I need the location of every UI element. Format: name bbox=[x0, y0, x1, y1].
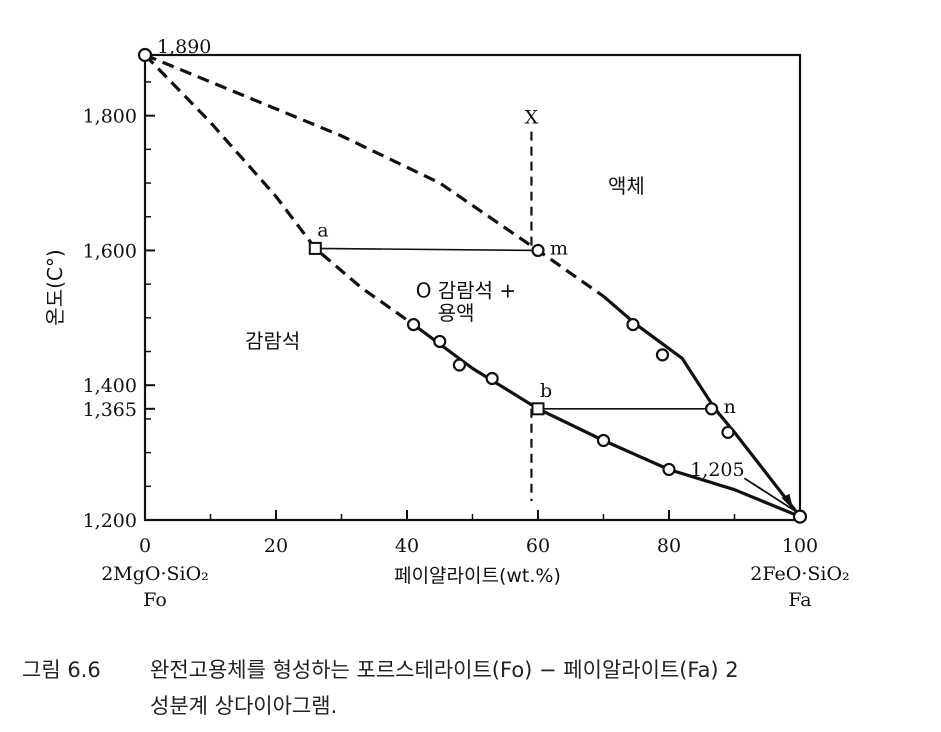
arrow-head bbox=[781, 493, 794, 510]
tie-line-right-label: n bbox=[724, 396, 736, 418]
tie-line-right-label: m bbox=[550, 237, 568, 259]
solidus-data-point bbox=[433, 334, 447, 349]
solidus-data-point bbox=[452, 358, 466, 372]
y-tick-label: 1,365 bbox=[83, 399, 137, 421]
solidus-data-point bbox=[662, 462, 676, 477]
y-tick-label: 1,600 bbox=[83, 240, 137, 262]
liquidus-data-point bbox=[531, 243, 545, 258]
x-tick-label: 100 bbox=[782, 535, 818, 557]
y-tick-label: 1,800 bbox=[83, 106, 137, 128]
x-tick-label: 20 bbox=[264, 535, 288, 557]
y-tick-label: 1,200 bbox=[83, 510, 137, 532]
solidus-data-point bbox=[596, 433, 611, 448]
y-axis-label: 온도(C°) bbox=[43, 249, 67, 325]
x-end-right-abbrev: Fa bbox=[788, 589, 811, 611]
y-tick-label: 1,400 bbox=[83, 375, 137, 397]
figure-caption: 그림 6.6 완전고용체를 형성하는 포르스테라이트(Fo) − 페이알라이트(F… bbox=[22, 652, 922, 724]
melting-point-label: 1,205 bbox=[690, 459, 744, 481]
caption-line-2: 성분계 상다이아그램. bbox=[150, 694, 338, 718]
tie-line-left-label: b bbox=[540, 380, 552, 402]
region-label-two-phase-2: 용액 bbox=[438, 301, 475, 325]
arrow-line bbox=[743, 477, 794, 511]
melting-point-label: 1,890 bbox=[157, 36, 211, 58]
solidus-solid-line bbox=[412, 323, 801, 519]
solidus-data-point bbox=[406, 317, 421, 332]
x-axis-label: 페이얄라이트(wt.%) bbox=[394, 565, 561, 587]
x-tick-label: 80 bbox=[657, 535, 681, 557]
liquidus-dashed-line bbox=[144, 53, 605, 298]
liquidus-data-point bbox=[655, 348, 670, 362]
tie-line-square-marker bbox=[308, 241, 322, 255]
x-tick-label: 0 bbox=[139, 535, 151, 557]
x-tick-label: 60 bbox=[526, 535, 550, 557]
region-label-liquid: 액체 bbox=[608, 174, 645, 198]
tie-line-square-marker bbox=[531, 402, 545, 416]
tie-line-left-label: a bbox=[317, 219, 328, 241]
caption-number: 그림 6.6 bbox=[22, 658, 101, 682]
solidus-data-point bbox=[485, 371, 499, 386]
liquidus-data-point bbox=[704, 402, 719, 416]
liquidus-data-point bbox=[721, 425, 735, 439]
x-end-left-abbrev: Fo bbox=[143, 589, 167, 611]
caption-line-1: 완전고용체를 형성하는 포르스테라이트(Fo) − 페이알라이트(Fa) 2 bbox=[150, 658, 739, 682]
region-label-solid: 감람석 bbox=[245, 329, 300, 353]
melting-point-marker bbox=[792, 509, 808, 524]
region-label-two-phase: O 감람석 + bbox=[416, 279, 516, 303]
liquidus-data-point bbox=[626, 317, 640, 332]
tie-line bbox=[315, 247, 539, 252]
solidus-dashed-line bbox=[143, 53, 415, 326]
x-tick-label: 40 bbox=[395, 535, 419, 557]
vertical-path-label: X bbox=[525, 107, 539, 129]
x-end-left-formula: 2MgO·SiO₂ bbox=[101, 563, 209, 585]
melting-point-marker bbox=[137, 47, 153, 63]
x-end-right-formula: 2FeO·SiO₂ bbox=[750, 563, 849, 585]
